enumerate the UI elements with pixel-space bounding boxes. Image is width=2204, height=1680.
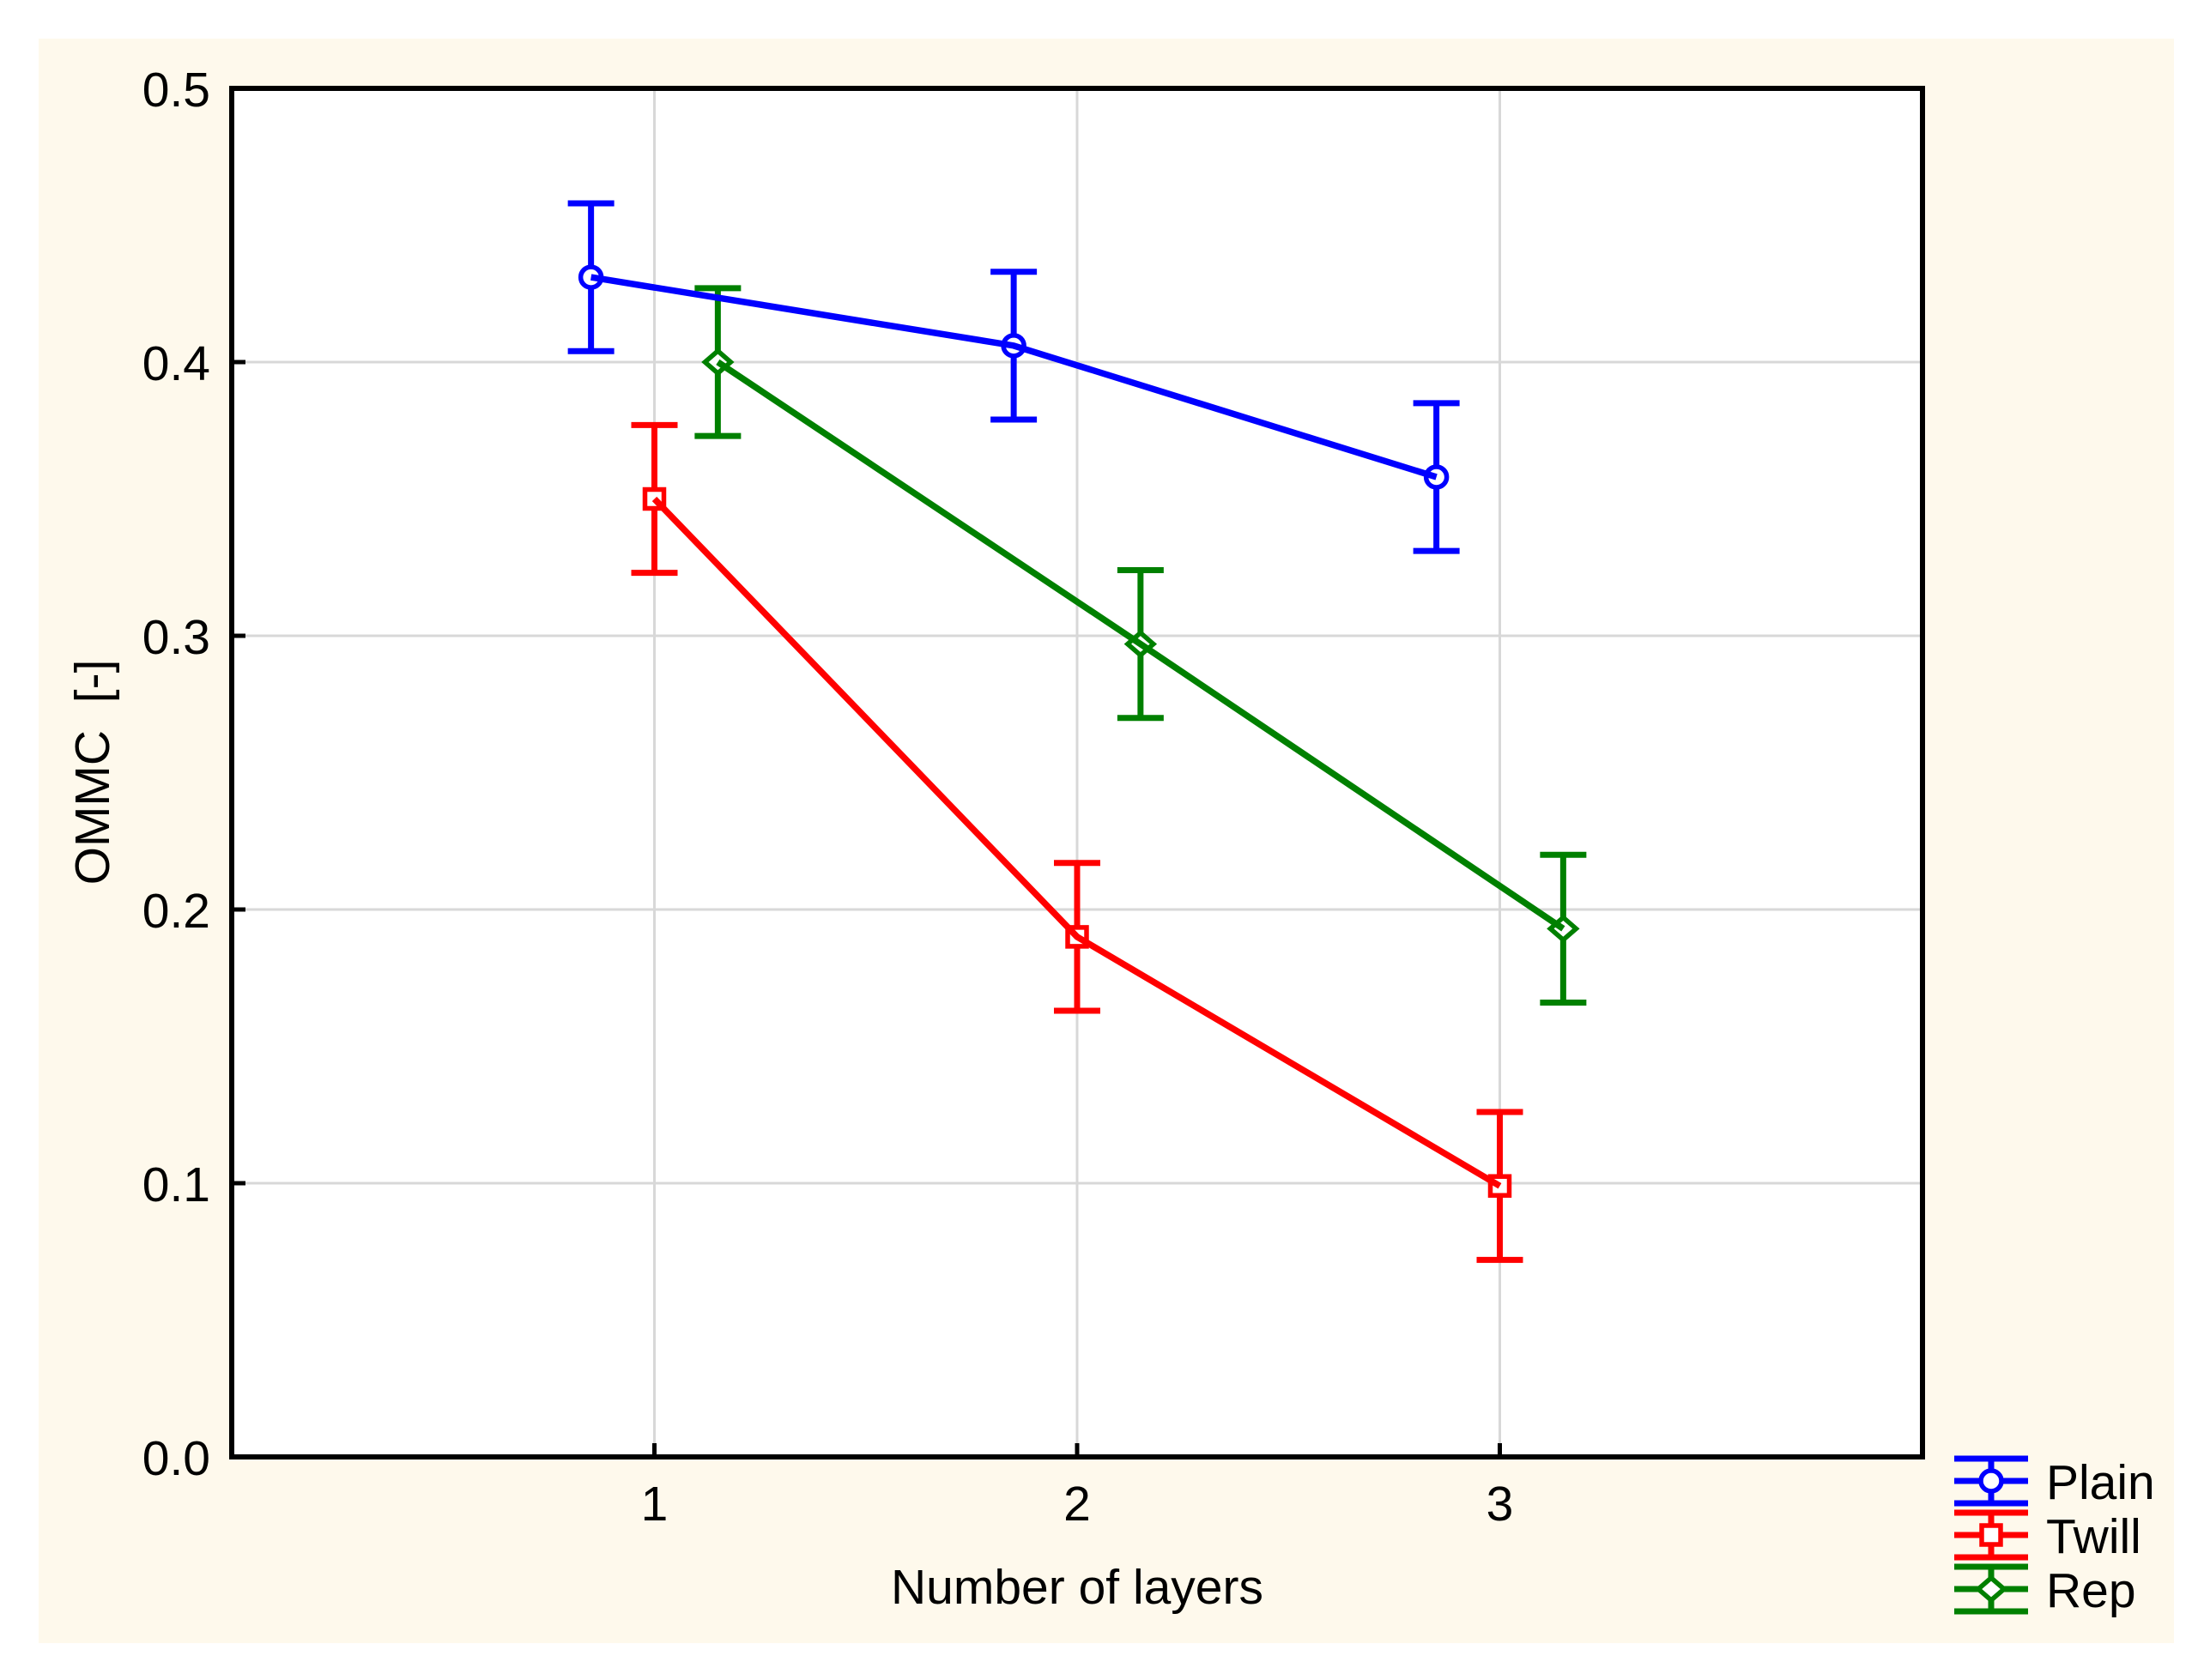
legend-swatch: [1954, 1455, 2028, 1507]
y-tick-label: 0.0: [142, 1431, 210, 1486]
legend-label: Rep: [2046, 1563, 2136, 1618]
y-tick-label: 0.1: [142, 1157, 210, 1212]
legend-swatch: [1954, 1509, 2028, 1561]
y-tick-label: 0.5: [142, 63, 210, 118]
series-line: [716, 359, 1565, 932]
x-tick-labels: 1 2 3: [641, 1477, 1514, 1532]
y-tick-label: 0.3: [142, 610, 210, 665]
y-tick-label: 0.2: [142, 884, 210, 939]
legend-label: Plain: [2046, 1455, 2155, 1510]
y-tick-labels: 0.0 0.1 0.2 0.3 0.4 0.5: [142, 63, 210, 1486]
legend-swatch: [1954, 1563, 2028, 1615]
data-point-marker: [1979, 1523, 2003, 1547]
legend-item: Plain: [1954, 1455, 2155, 1510]
data-point-marker: [1974, 1574, 2008, 1604]
x-axis-title: Number of layers: [891, 1560, 1263, 1615]
series-lines-layer: [590, 274, 1565, 1189]
y-tick-label: 0.4: [142, 336, 210, 391]
legend-item: Twill: [1954, 1509, 2141, 1564]
x-tick-label: 3: [1486, 1477, 1514, 1532]
y-axis-title: OMMC [-]: [65, 660, 120, 885]
legend-item: Rep: [1954, 1563, 2136, 1618]
series-line: [651, 496, 1502, 1189]
data-point-marker: [1978, 1468, 2004, 1494]
x-tick-label: 1: [641, 1477, 669, 1532]
axis-ticks: [232, 86, 1502, 1459]
legend-label: Twill: [2046, 1509, 2141, 1564]
series-line: [590, 274, 1438, 480]
x-tick-label: 2: [1063, 1477, 1091, 1532]
